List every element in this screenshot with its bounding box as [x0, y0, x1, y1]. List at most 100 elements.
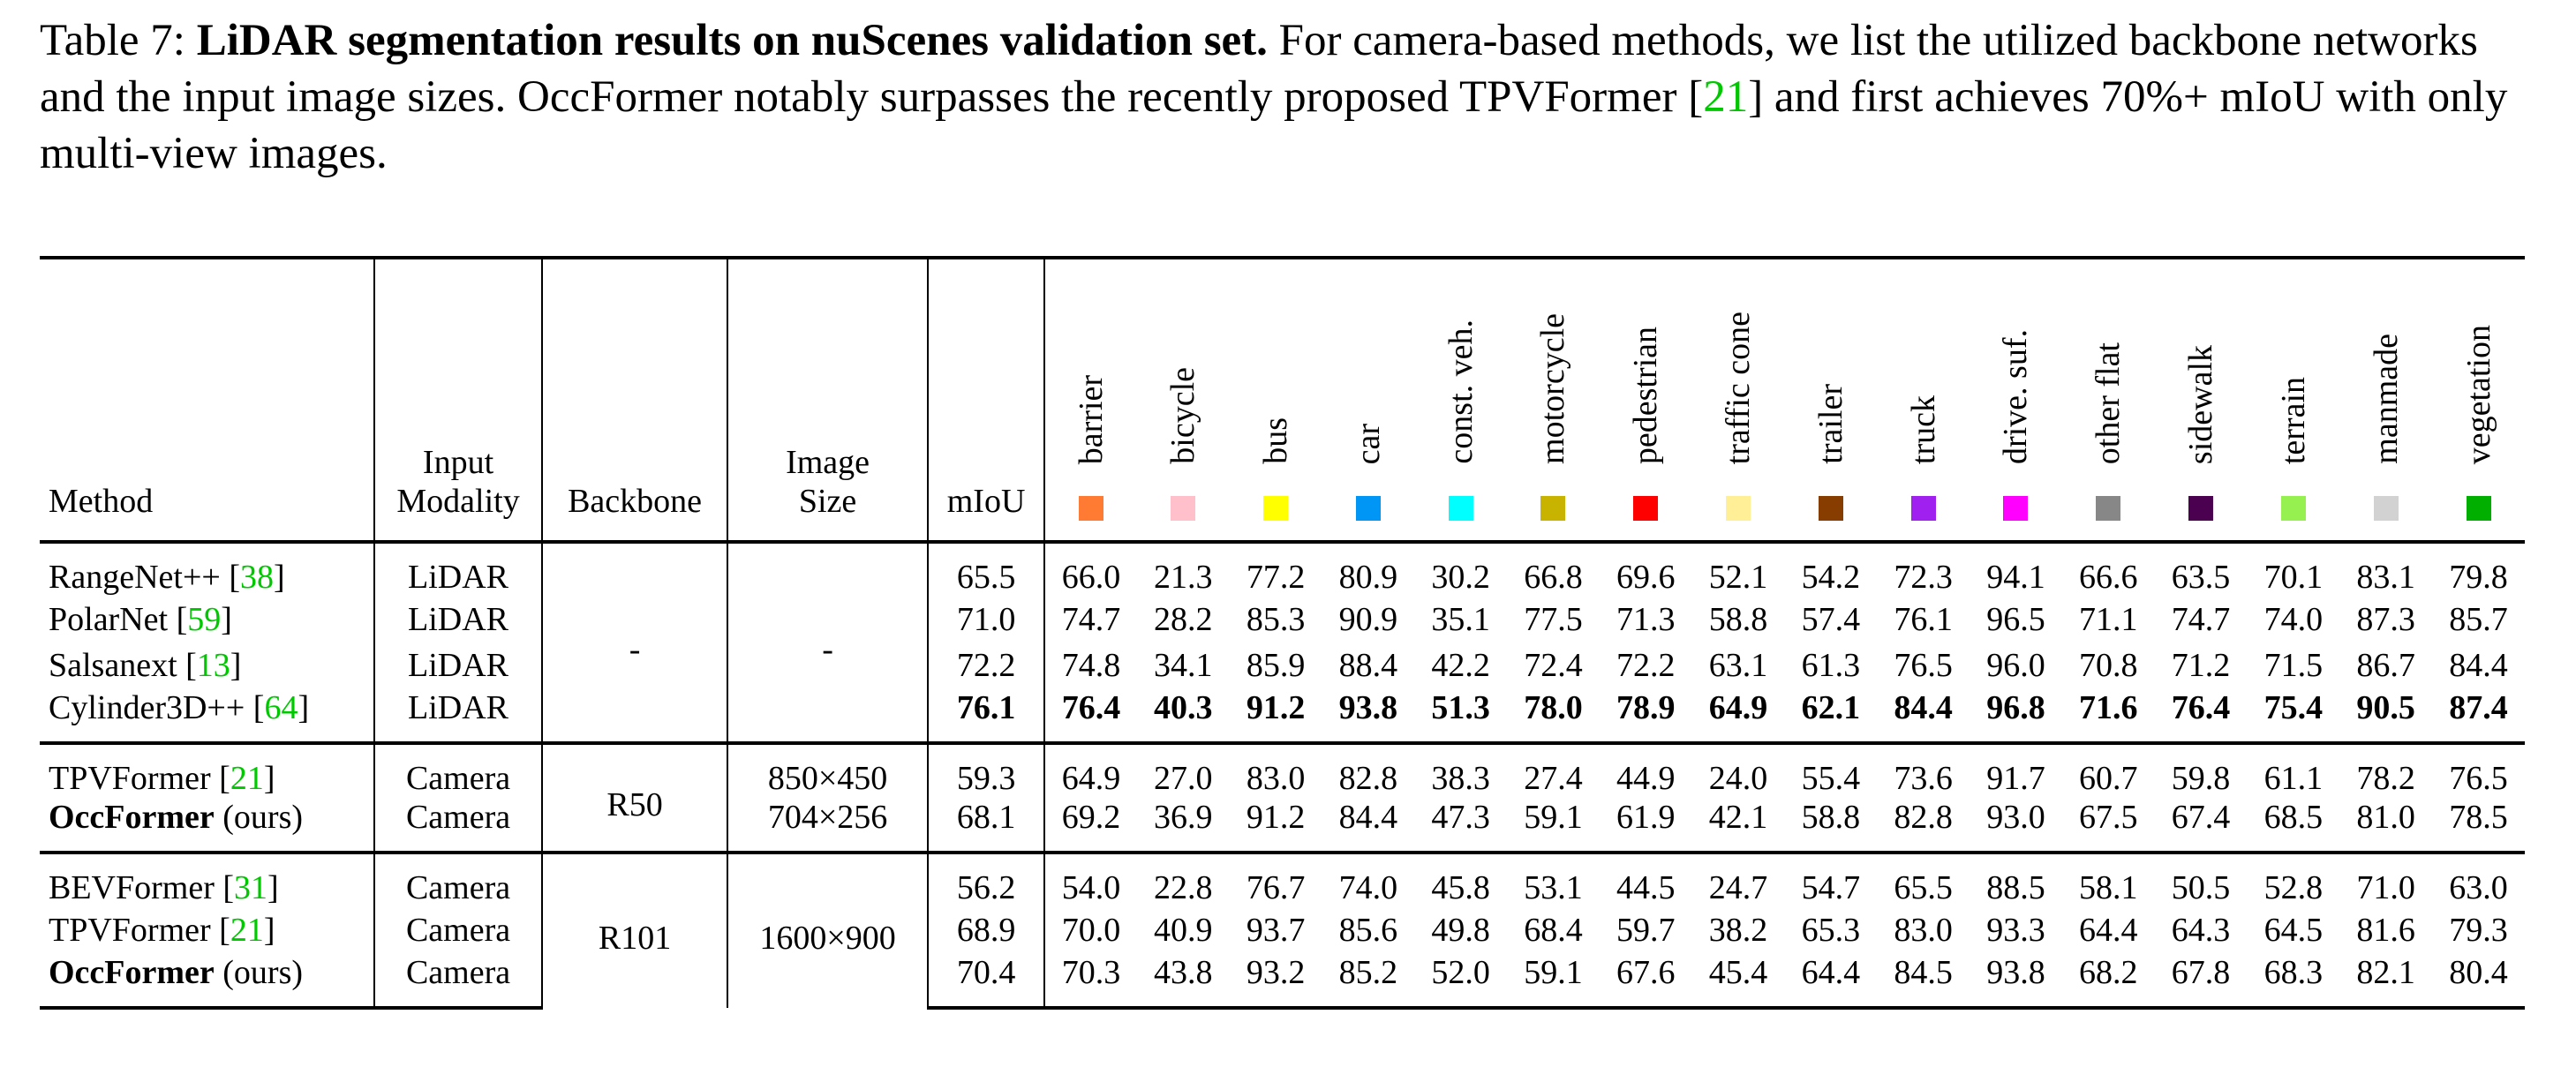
header-backbone: Backbone	[542, 258, 729, 542]
class-iou-cell: 74.0	[1322, 851, 1415, 907]
method-name: OccFormer	[49, 799, 215, 836]
class-iou-cell: 93.2	[1229, 953, 1322, 1010]
class-iou-cell: 63.0	[2432, 851, 2525, 907]
class-iou-cell: 67.4	[2171, 799, 2231, 836]
class-label: traffic cone	[1720, 311, 1758, 464]
class-iou-cell: 62.1	[1801, 689, 1861, 726]
class-iou-cell: 91.7	[1970, 741, 2062, 798]
citation-link[interactable]: 21	[1703, 72, 1749, 122]
class-iou-cell: 67.6	[1599, 953, 1692, 1010]
citation-link[interactable]: 13	[196, 647, 230, 684]
class-iou-cell: 84.5	[1877, 953, 1970, 1010]
class-iou-cell: 43.8	[1136, 953, 1230, 1010]
method-name: OccFormer	[49, 954, 215, 991]
modality-cell: Camera	[374, 798, 544, 853]
method-cell: Cylinder3D++ [64]	[40, 688, 376, 743]
citation-link[interactable]: 38	[239, 559, 274, 596]
class-color-swatch	[1078, 496, 1103, 521]
class-iou-cell: 83.0	[1894, 912, 1953, 949]
class-iou-cell: 90.9	[1338, 601, 1398, 638]
citation-link[interactable]: 21	[230, 912, 264, 949]
miou-cell: 65.5	[928, 540, 1046, 597]
method-name: PolarNet	[49, 601, 169, 638]
class-iou-cell: 96.5	[1986, 601, 2045, 638]
class-iou-cell: 76.7	[1229, 851, 1322, 907]
class-iou-cell: 28.2	[1154, 601, 1213, 638]
class-iou-cell: 45.4	[1691, 953, 1785, 1010]
class-iou-cell: 21.3	[1136, 540, 1230, 597]
miou-cell: 56.2	[928, 851, 1046, 907]
caption-text: For camera-based methods, we list the ut…	[40, 16, 2478, 122]
class-iou-cell: 93.3	[1986, 912, 2045, 949]
class-iou-cell: 63.5	[2154, 540, 2248, 597]
citation-link[interactable]: 59	[187, 601, 222, 638]
miou-cell: 76.1	[928, 688, 1046, 743]
class-iou-cell: 57.4	[1801, 601, 1861, 638]
class-color-swatch	[2096, 496, 2121, 521]
table-row: TPVFormer [21] Camera R50 850×450 59.3 64.9 27…	[40, 741, 2525, 853]
class-iou-cell: 84.4	[1338, 799, 1398, 836]
class-iou-cell: 66.6	[2061, 540, 2155, 597]
class-iou-cell: 63.1	[1708, 647, 1768, 684]
header-row: Method Input Modality Backbone Image Size …	[40, 258, 2525, 542]
class-iou-cell: 34.1	[1154, 647, 1213, 684]
class-iou-cell: 77.2	[1229, 540, 1322, 597]
class-color-swatch	[1910, 496, 1936, 521]
class-color-swatch	[2280, 496, 2306, 521]
class-iou-cell: 64.9	[1044, 741, 1137, 798]
class-iou-cell: 38.2	[1708, 912, 1768, 949]
class-iou-cell: 65.5	[1877, 851, 1970, 907]
modality-cell: Camera	[374, 741, 544, 798]
miou-cell: 68.9	[928, 907, 1046, 953]
class-iou-cell: 58.8	[1708, 601, 1768, 638]
class-iou-cell: 77.5	[1524, 601, 1583, 638]
class-iou-cell: 70.8	[2078, 647, 2138, 684]
class-iou-cell: 71.0	[2339, 851, 2433, 907]
class-iou-cell: 59.8	[2154, 741, 2248, 798]
ours-tag: (ours)	[222, 954, 304, 991]
header-class-truck: truck	[1877, 258, 1970, 542]
class-color-swatch	[1540, 496, 1566, 521]
table-row: Cylinder3D++ [64] LiDAR 76.1 76.4 40.3 91.2 93…	[40, 688, 2525, 743]
class-iou-cell: 44.9	[1599, 741, 1692, 798]
method-cell: RangeNet++ [38]	[40, 540, 376, 597]
miou-cell: 59.3	[928, 741, 1046, 798]
class-iou-cell: 55.4	[1784, 741, 1878, 798]
class-iou-cell: 76.1	[1894, 601, 1953, 638]
class-iou-cell: 54.0	[1044, 851, 1137, 907]
class-label: other flat	[2090, 342, 2128, 464]
class-label: car	[1349, 423, 1387, 464]
modality-cell: LiDAR	[374, 642, 544, 688]
class-iou-cell: 70.1	[2247, 540, 2340, 597]
class-iou-cell: 85.2	[1322, 953, 1415, 1010]
class-iou-cell: 76.4	[2171, 689, 2231, 726]
class-iou-cell: 61.3	[1801, 647, 1861, 684]
class-color-swatch	[1263, 496, 1289, 521]
header-class-terrain: terrain	[2247, 258, 2339, 542]
class-color-swatch	[2466, 496, 2491, 521]
ours-tag: (ours)	[222, 799, 304, 836]
class-label: barrier	[1072, 374, 1110, 464]
citation-link[interactable]: 31	[234, 869, 268, 906]
citation-link[interactable]: 21	[230, 760, 264, 797]
class-iou-cell: 58.8	[1801, 799, 1861, 836]
modality-cell: Camera	[374, 907, 544, 953]
header-class-bus: bus	[1230, 258, 1322, 542]
citation-link[interactable]: 64	[264, 689, 298, 726]
class-iou-cell: 54.2	[1784, 540, 1878, 597]
class-iou-cell: 90.5	[2356, 689, 2415, 726]
caption-label: Table 7:	[40, 16, 185, 65]
header-class-const-veh: const. veh.	[1414, 258, 1507, 542]
class-iou-cell: 40.3	[1154, 689, 1213, 726]
class-color-swatch	[2003, 496, 2029, 521]
class-iou-cell: 74.7	[1061, 601, 1121, 638]
class-iou-cell: 36.9	[1154, 799, 1213, 836]
header-class-other-flat: other flat	[2062, 258, 2155, 542]
class-label: trailer	[1811, 384, 1849, 464]
class-iou-cell: 61.1	[2247, 741, 2340, 798]
method-name: TPVFormer	[49, 912, 211, 949]
table-row: Salsanext [13] LiDAR 72.2 74.8 34.1 85.9 88.4 4…	[40, 642, 2525, 688]
modality-cell: LiDAR	[374, 540, 544, 597]
header-input-modality: Input Modality	[374, 258, 544, 542]
header-class-vegetation: vegetation	[2432, 258, 2525, 542]
